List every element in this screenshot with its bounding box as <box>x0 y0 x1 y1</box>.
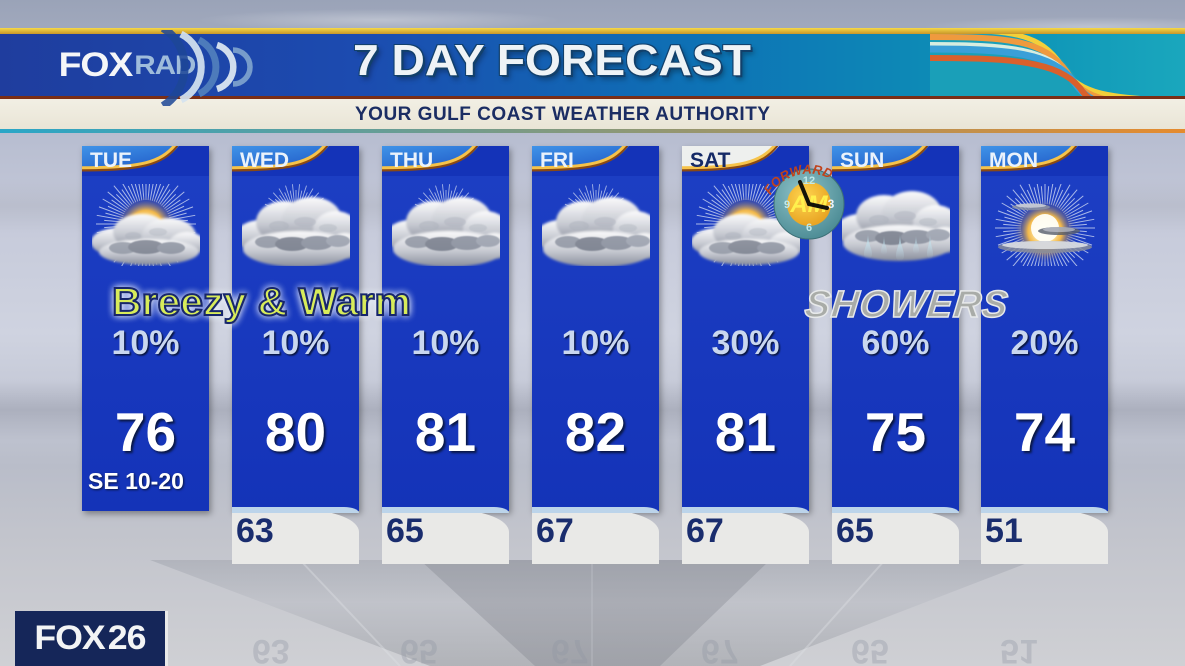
svg-text:12: 12 <box>803 175 815 187</box>
svg-text:51: 51 <box>1000 632 1038 666</box>
svg-text:67: 67 <box>701 632 739 666</box>
svg-text:63: 63 <box>252 632 290 666</box>
svg-text:65: 65 <box>400 632 438 666</box>
svg-text:6: 6 <box>806 222 812 234</box>
svg-text:9: 9 <box>784 199 790 211</box>
svg-text:65: 65 <box>851 632 889 666</box>
svg-text:67: 67 <box>551 632 589 666</box>
